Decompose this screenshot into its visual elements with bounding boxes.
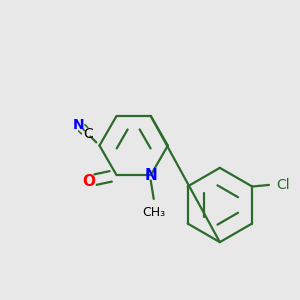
Text: N: N	[144, 168, 157, 183]
Text: C: C	[83, 127, 93, 141]
Text: CH₃: CH₃	[142, 206, 165, 219]
Text: N: N	[73, 118, 84, 131]
Text: O: O	[82, 174, 95, 189]
Text: Cl: Cl	[277, 178, 290, 192]
